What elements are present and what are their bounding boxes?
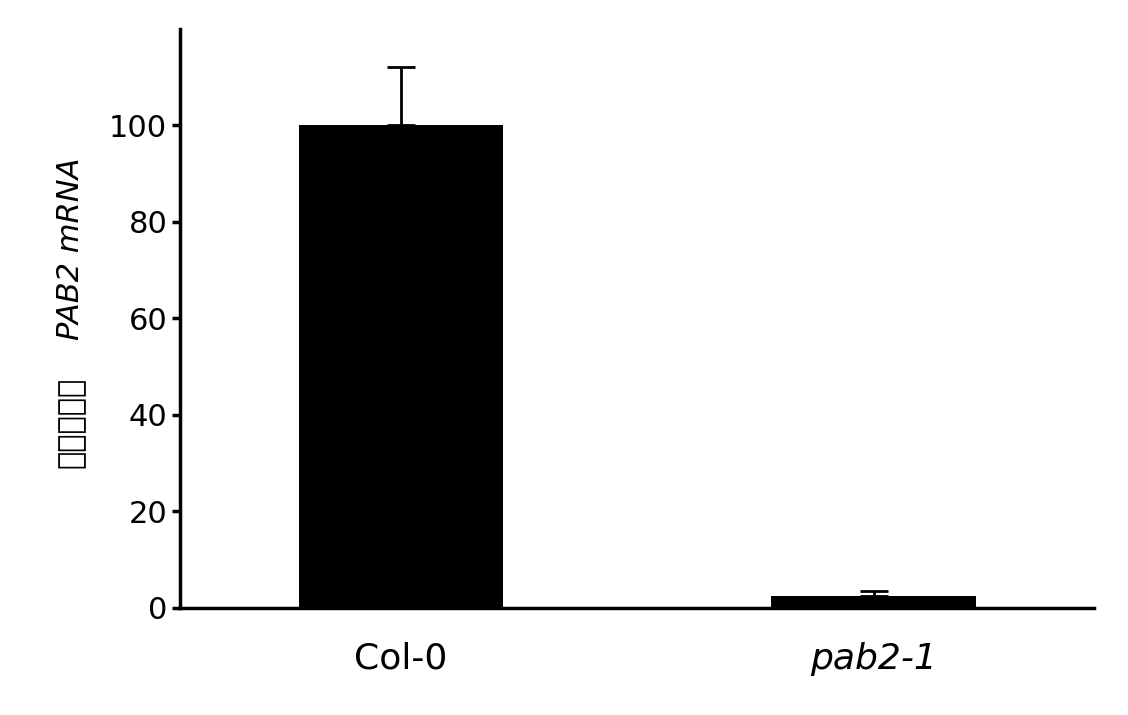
Text: pab2-1: pab2-1 bbox=[810, 641, 937, 676]
Text: 相对表达量: 相对表达量 bbox=[56, 377, 86, 468]
Bar bbox=[299, 125, 503, 608]
Text: Col-0: Col-0 bbox=[354, 641, 448, 676]
Text: PAB2 mRNA: PAB2 mRNA bbox=[56, 157, 86, 340]
Bar bbox=[772, 596, 976, 608]
